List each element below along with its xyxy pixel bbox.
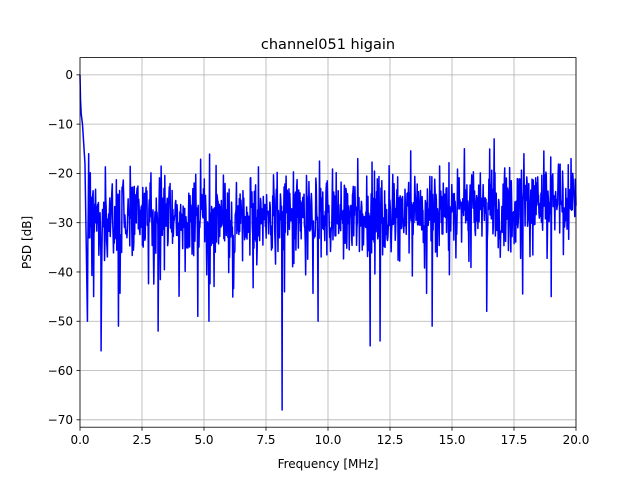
y-axis-label: PSD [dB]: [20, 216, 34, 269]
x-axis-label: Frequency [MHz]: [278, 457, 379, 471]
x-tick-label: 2.5: [132, 433, 151, 447]
x-tick-label: 17.5: [501, 433, 528, 447]
x-tick-label: 15.0: [439, 433, 466, 447]
x-tick-label: 7.5: [256, 433, 275, 447]
y-tick-label: −20: [48, 167, 73, 181]
ticks: 0.0 2.5 5.0 7.5 10.0 12.5 15.0 17.5 20.0 0 −10 −20 −…: [48, 68, 590, 447]
psd-series-line: [79, 74, 577, 411]
chart-title: channel051 higain: [261, 37, 395, 53]
y-tick-label: −60: [48, 364, 73, 378]
series-layer: [79, 74, 577, 411]
y-tick-label: −10: [48, 117, 73, 131]
y-tick-label: −50: [48, 315, 73, 329]
x-tick-label: 10.0: [315, 433, 342, 447]
x-tick-label: 20.0: [563, 433, 590, 447]
x-tick-label: 0.0: [70, 433, 89, 447]
y-tick-label: −40: [48, 265, 73, 279]
x-tick-label: 12.5: [377, 433, 404, 447]
y-tick-label: 0: [65, 68, 73, 82]
y-tick-label: −70: [48, 413, 73, 427]
x-tick-label: 5.0: [194, 433, 213, 447]
y-tick-label: −30: [48, 216, 73, 230]
